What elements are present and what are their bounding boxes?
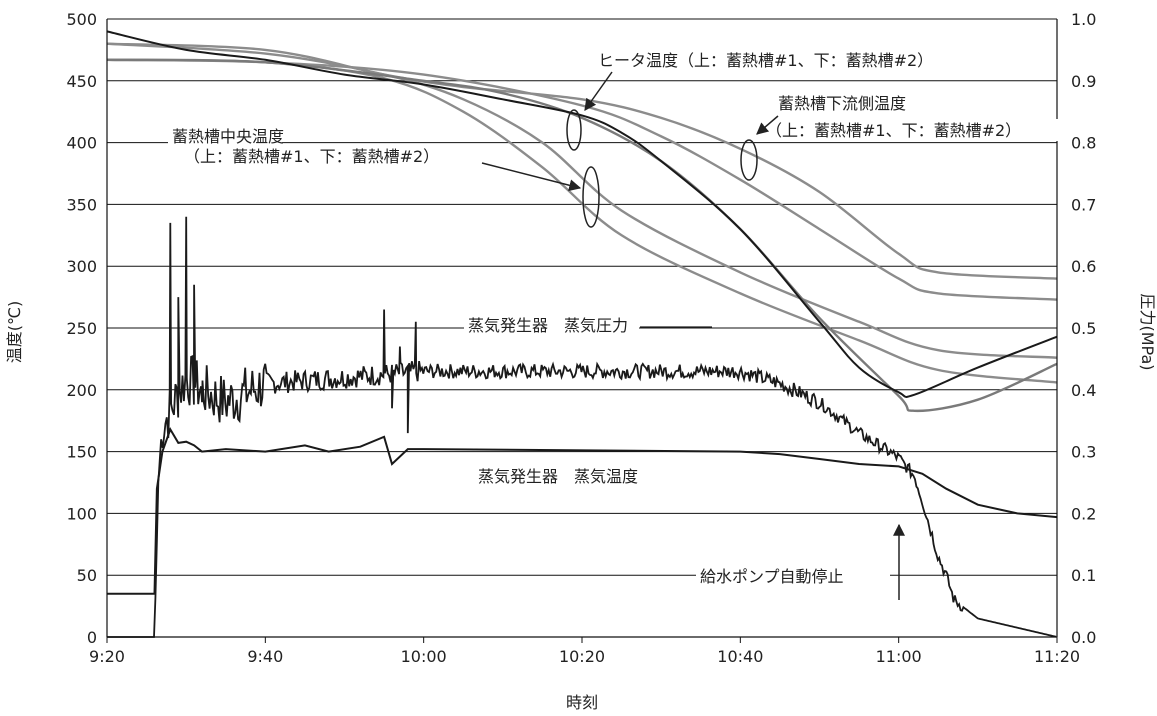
annot-pump-bg bbox=[696, 564, 890, 588]
series-line-0 bbox=[106, 42, 1058, 280]
y-left-tick-label: 250 bbox=[66, 319, 97, 338]
x-axis-title: 時刻 bbox=[566, 693, 598, 712]
x-tick-label: 11:20 bbox=[1034, 647, 1080, 666]
y-left-tick-label: 400 bbox=[66, 134, 97, 153]
y-right-tick-label: 0.3 bbox=[1071, 443, 1096, 462]
y-left-tick-label: 500 bbox=[66, 10, 97, 29]
y-left-tick-label: 100 bbox=[66, 504, 97, 523]
series-line-5 bbox=[106, 30, 1058, 398]
x-tick-label: 10:00 bbox=[401, 647, 447, 666]
annot-center-line2: （上：蓄熱槽#1、下：蓄熱槽#2） bbox=[184, 147, 439, 166]
annot-down-bg2 bbox=[762, 119, 1062, 141]
x-tick-label: 11:00 bbox=[876, 647, 922, 666]
y-right-tick-label: 0.6 bbox=[1071, 257, 1096, 276]
annot-center-arrow bbox=[481, 162, 582, 192]
annot-sg-pressure-bg bbox=[464, 314, 639, 338]
y-left-tick-label: 200 bbox=[66, 381, 97, 400]
y-axis-title-left: 温度(℃) bbox=[5, 301, 24, 363]
annot-down-bg1 bbox=[774, 92, 912, 114]
y-right-tick-label: 0.4 bbox=[1071, 381, 1096, 400]
annot-center-ellipse bbox=[582, 166, 600, 228]
x-tick-label: 9:40 bbox=[247, 647, 283, 666]
y-right-tick-label: 1.0 bbox=[1071, 10, 1096, 29]
series-line-6 bbox=[107, 427, 1058, 595]
y-axis-title-right: 圧力(MPa) bbox=[1138, 293, 1157, 370]
annot-down-line1: 蓄熱槽下流側温度 bbox=[778, 94, 906, 113]
y-right-tick-label: 0.8 bbox=[1071, 134, 1096, 153]
y-right-tick-label: 0.5 bbox=[1071, 319, 1096, 338]
annotations: ヒータ温度（上：蓄熱槽#1、下：蓄熱槽#2） 蓄熱槽中央温度 （上：蓄熱槽#1、… bbox=[168, 48, 1062, 600]
y-left-tick-label: 0 bbox=[87, 628, 97, 647]
annot-sg-temp-bg bbox=[474, 464, 649, 488]
annot-center-bg2 bbox=[180, 146, 485, 168]
y-right-tick-label: 0.2 bbox=[1071, 504, 1096, 523]
annot-center-bg1 bbox=[168, 126, 282, 148]
y-right-tick-label: 0.0 bbox=[1071, 628, 1096, 647]
series-line-2 bbox=[106, 42, 1058, 359]
y-right-tick-label: 0.7 bbox=[1071, 195, 1096, 214]
y-left-tick-label: 300 bbox=[66, 257, 97, 276]
annot-sg-pressure: 蒸気発生器 蒸気圧力 bbox=[468, 316, 628, 335]
series-line-1 bbox=[106, 58, 1058, 301]
annot-heater-ellipse bbox=[566, 109, 582, 151]
series-line-4 bbox=[106, 58, 1058, 413]
x-tick-label: 9:20 bbox=[89, 647, 125, 666]
y-right-tick-label: 0.9 bbox=[1071, 72, 1096, 91]
series-line-pressure bbox=[107, 216, 1057, 638]
annot-sg-temp: 蒸気発生器 蒸気温度 bbox=[478, 467, 638, 486]
annot-heater-arrow bbox=[584, 71, 613, 111]
axis-ticks: 0 50 100 150 200 250 300 350 400 450 500 0.0 0.1 0.2 0… bbox=[66, 10, 1096, 666]
y-left-tick-label: 450 bbox=[66, 72, 97, 91]
x-tick-label: 10:20 bbox=[559, 647, 605, 666]
y-right-tick-label: 0.1 bbox=[1071, 566, 1096, 585]
annot-pump-stop: 給水ポンプ自動停止 bbox=[700, 567, 844, 586]
annot-center-line1: 蓄熱槽中央温度 bbox=[172, 127, 284, 146]
annot-down-arrow bbox=[756, 115, 779, 135]
annot-heater: ヒータ温度（上：蓄熱槽#1、下：蓄熱槽#2） bbox=[598, 51, 933, 70]
series-group bbox=[106, 30, 1058, 638]
y-left-tick-label: 150 bbox=[66, 443, 97, 462]
x-tick-label: 10:40 bbox=[717, 647, 763, 666]
y-left-tick-label: 50 bbox=[77, 566, 97, 585]
annot-heater-bg bbox=[594, 48, 1026, 72]
y-left-tick-label: 350 bbox=[66, 195, 97, 214]
annot-down-ellipse bbox=[740, 139, 758, 181]
annot-down-line2: （上：蓄熱槽#1、下：蓄熱槽#2） bbox=[766, 121, 1021, 140]
